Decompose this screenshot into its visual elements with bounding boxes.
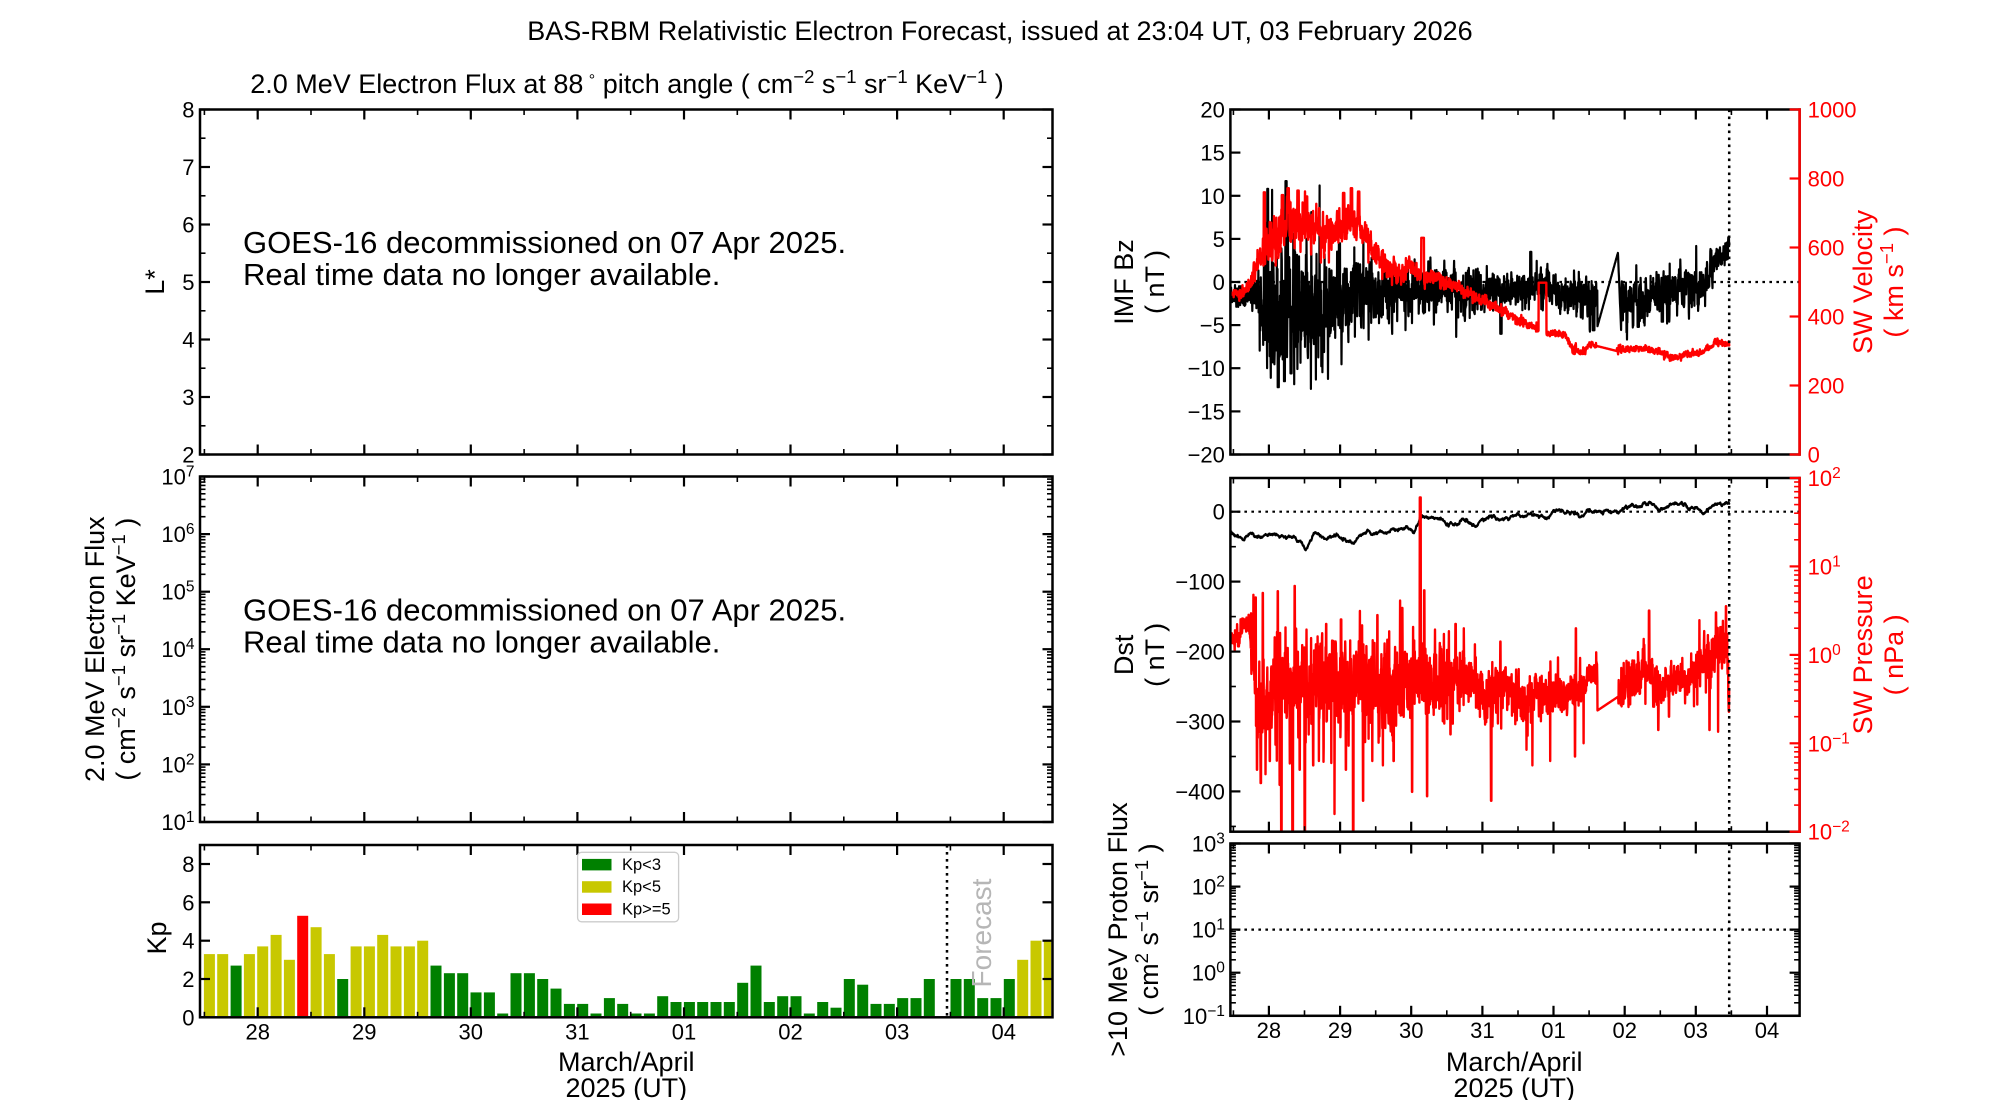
svg-text:( nPa ): ( nPa ) — [1879, 614, 1909, 695]
svg-text:−20: −20 — [1188, 443, 1225, 468]
svg-text:10−2: 10−2 — [1808, 819, 1850, 845]
svg-text:( cm−2 s−1 sr−1 KeV−1 ): ( cm−2 s−1 sr−1 KeV−1 ) — [108, 518, 141, 781]
svg-text:30: 30 — [459, 1019, 483, 1044]
svg-text:2: 2 — [182, 443, 194, 468]
svg-text:BAS-RBM Relativistic Electron: BAS-RBM Relativistic Electron Forecast, … — [527, 16, 1472, 46]
svg-text:04: 04 — [1755, 1018, 1779, 1043]
svg-text:01: 01 — [1541, 1018, 1565, 1043]
svg-text:100: 100 — [1192, 960, 1225, 986]
svg-text:6: 6 — [182, 213, 194, 238]
svg-text:−200: −200 — [1175, 640, 1225, 665]
svg-text:31: 31 — [1470, 1018, 1494, 1043]
svg-text:2.0 MeV Electron Flux: 2.0 MeV Electron Flux — [80, 516, 110, 782]
svg-text:1000: 1000 — [1808, 98, 1857, 123]
svg-text:( km s−1 ): ( km s−1 ) — [1876, 226, 1909, 337]
svg-text:31: 31 — [565, 1019, 589, 1044]
svg-text:04: 04 — [991, 1019, 1015, 1044]
svg-text:02: 02 — [778, 1019, 802, 1044]
svg-text:4: 4 — [182, 929, 194, 954]
svg-text:0: 0 — [1213, 500, 1225, 525]
svg-text:2: 2 — [182, 967, 194, 992]
svg-text:0: 0 — [1213, 270, 1225, 295]
svg-text:28: 28 — [245, 1019, 269, 1044]
svg-text:Dst: Dst — [1109, 634, 1139, 675]
svg-text:5: 5 — [1213, 227, 1225, 252]
svg-text:Real time data no longer avail: Real time data no longer available. — [243, 624, 720, 659]
svg-text:−100: −100 — [1175, 570, 1225, 595]
svg-text:20: 20 — [1200, 98, 1224, 123]
svg-text:03: 03 — [1684, 1018, 1708, 1043]
svg-text:−5: −5 — [1200, 313, 1225, 338]
svg-text:106: 106 — [161, 521, 194, 547]
svg-text:>10 MeV Proton Flux: >10 MeV Proton Flux — [1103, 802, 1133, 1057]
svg-text:0: 0 — [1808, 443, 1820, 468]
svg-text:March/April: March/April — [558, 1047, 695, 1077]
svg-text:L*: L* — [140, 269, 170, 295]
svg-text:800: 800 — [1808, 167, 1845, 192]
svg-text:Kp<5: Kp<5 — [622, 878, 661, 896]
svg-text:IMF Bz: IMF Bz — [1109, 239, 1139, 325]
svg-text:Forecast: Forecast — [966, 878, 997, 987]
svg-text:2025 (UT): 2025 (UT) — [1453, 1073, 1575, 1100]
svg-text:200: 200 — [1808, 374, 1845, 399]
svg-text:28: 28 — [1257, 1018, 1281, 1043]
svg-text:Kp<3: Kp<3 — [622, 856, 661, 874]
svg-text:10−1: 10−1 — [1183, 1003, 1225, 1029]
svg-text:29: 29 — [352, 1019, 376, 1044]
svg-text:4: 4 — [182, 328, 194, 353]
svg-text:30: 30 — [1399, 1018, 1423, 1043]
svg-text:3: 3 — [182, 385, 194, 410]
svg-text:Real time data no longer avail: Real time data no longer available. — [243, 257, 720, 292]
svg-text:2.0 MeV Electron Flux at 88 °: 2.0 MeV Electron Flux at 88 ° pitch angl… — [250, 66, 1004, 99]
svg-text:03: 03 — [885, 1019, 909, 1044]
svg-text:−10: −10 — [1188, 356, 1225, 381]
svg-text:−400: −400 — [1175, 779, 1225, 804]
svg-text:GOES-16 decommissioned on 07 A: GOES-16 decommissioned on 07 Apr 2025. — [243, 592, 846, 627]
svg-text:7: 7 — [182, 155, 194, 180]
svg-text:29: 29 — [1328, 1018, 1352, 1043]
svg-text:( nT ): ( nT ) — [1140, 623, 1170, 687]
svg-text:02: 02 — [1612, 1018, 1636, 1043]
svg-text:600: 600 — [1808, 236, 1845, 261]
svg-text:SW Pressure: SW Pressure — [1848, 575, 1878, 734]
svg-text:2025 (UT): 2025 (UT) — [566, 1073, 688, 1100]
svg-text:−15: −15 — [1188, 399, 1225, 424]
svg-text:GOES-16 decommissioned on 07 A: GOES-16 decommissioned on 07 Apr 2025. — [243, 225, 846, 260]
svg-text:SW Velocity: SW Velocity — [1848, 209, 1878, 354]
svg-text:( nT ): ( nT ) — [1140, 250, 1170, 314]
svg-text:8: 8 — [182, 852, 194, 877]
svg-text:15: 15 — [1200, 141, 1224, 166]
svg-text:March/April: March/April — [1446, 1047, 1583, 1077]
svg-text:Kp: Kp — [142, 921, 172, 954]
svg-text:400: 400 — [1808, 305, 1845, 330]
svg-text:0: 0 — [182, 1005, 194, 1030]
svg-text:6: 6 — [182, 890, 194, 915]
svg-text:5: 5 — [182, 270, 194, 295]
svg-text:Kp>=5: Kp>=5 — [622, 901, 671, 919]
svg-text:−300: −300 — [1175, 710, 1225, 735]
svg-text:10: 10 — [1200, 184, 1224, 209]
svg-text:8: 8 — [182, 98, 194, 123]
svg-text:01: 01 — [672, 1019, 696, 1044]
